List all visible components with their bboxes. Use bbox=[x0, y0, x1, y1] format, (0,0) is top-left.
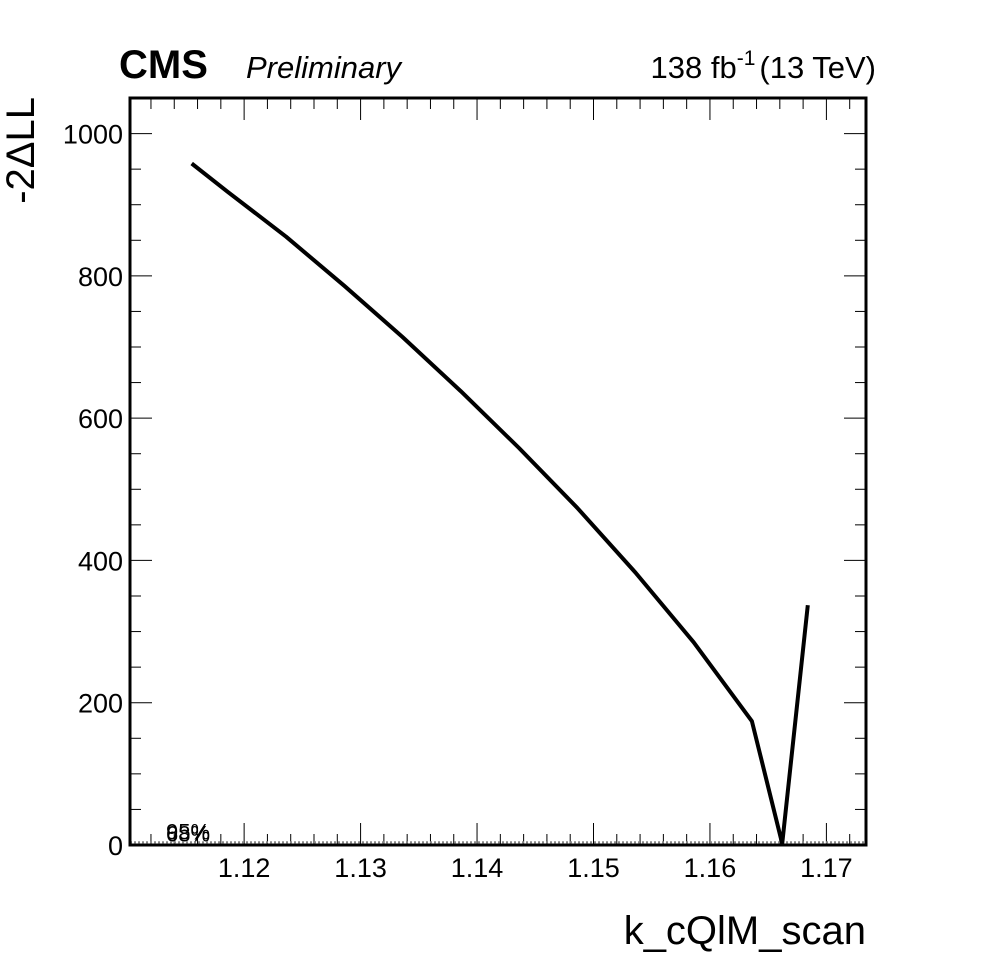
y-axis-label: -2ΔLL bbox=[0, 97, 43, 204]
x-tick-label: 1.14 bbox=[451, 853, 504, 883]
axis-tick-labels: 1.12 1.13 1.14 1.15 1.16 1.17 0 200 400 600 800 100… bbox=[63, 120, 853, 883]
x-tick-label: 1.15 bbox=[567, 853, 620, 883]
plot-frame bbox=[128, 96, 868, 847]
experiment-label: CMS bbox=[119, 43, 208, 87]
y-tick-label: 0 bbox=[108, 831, 123, 861]
axis-ticks bbox=[130, 98, 866, 846]
x-axis-label: k_cQlM_scan bbox=[624, 909, 866, 953]
luminosity-unit-exponent: -1 bbox=[737, 47, 756, 70]
x-tick-label: 1.16 bbox=[684, 853, 737, 883]
x-tick-label: 1.17 bbox=[800, 853, 853, 883]
data-series bbox=[190, 161, 810, 846]
status-label: Preliminary bbox=[246, 50, 404, 85]
y-tick-label: 400 bbox=[78, 546, 123, 576]
confidence-level-label: 95% bbox=[166, 819, 210, 844]
luminosity-label: 138 fb-1 (13 TeV) bbox=[651, 47, 877, 85]
y-tick-label: 600 bbox=[78, 404, 123, 434]
y-tick-label: 1000 bbox=[63, 120, 123, 150]
x-tick-label: 1.12 bbox=[218, 853, 271, 883]
x-tick-label: 1.13 bbox=[334, 853, 387, 883]
y-tick-label: 800 bbox=[78, 262, 123, 292]
likelihood-curve bbox=[190, 161, 810, 846]
reference-lines: 68%95% bbox=[130, 819, 866, 846]
y-tick-label: 200 bbox=[78, 689, 123, 719]
luminosity-value: 138 fb bbox=[651, 50, 737, 85]
luminosity-energy: (13 TeV) bbox=[759, 50, 876, 85]
